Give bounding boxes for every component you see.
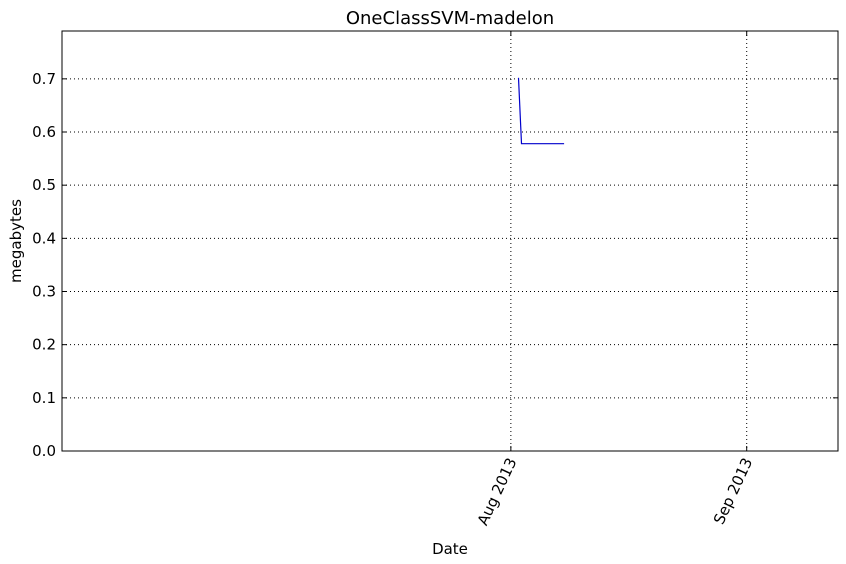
y-tick-label: 0.2 [32, 336, 56, 354]
y-tick-label: 0.0 [32, 442, 56, 460]
series-layer [517, 77, 565, 145]
y-tick-label: 0.3 [32, 283, 56, 301]
y-tick-label: 0.1 [32, 389, 56, 407]
chart-title: OneClassSVM-madelon [346, 8, 554, 29]
y-tick-label: 0.7 [32, 70, 56, 88]
y-axis-label: megabytes [7, 199, 25, 283]
grid-layer [62, 31, 838, 451]
series-line [517, 77, 565, 145]
x-axis-label: Date [432, 540, 468, 558]
y-tick-label: 0.6 [32, 123, 56, 141]
y-tick-label: 0.4 [32, 229, 56, 247]
y-tick-label: 0.5 [32, 176, 56, 194]
plot-frame [61, 30, 839, 452]
